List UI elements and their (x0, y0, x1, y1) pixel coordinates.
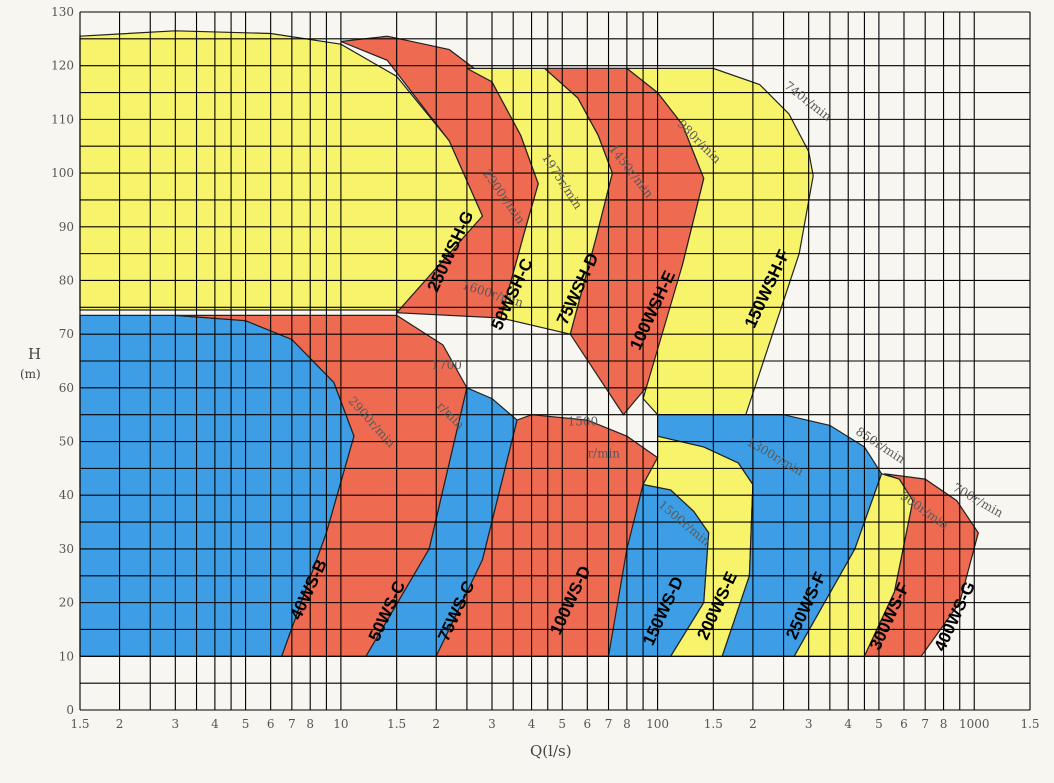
x-tick-label: 7 (921, 717, 929, 731)
x-tick-label: 5 (558, 717, 566, 731)
x-tick-label: 100 (646, 717, 669, 731)
y-axis-label: H (28, 345, 41, 363)
x-tick-label: 1.5 (704, 717, 723, 731)
y-tick-label: 120 (51, 59, 74, 73)
x-tick-label: 2 (432, 717, 440, 731)
pump-regions (79, 30, 979, 657)
x-tick-label: 10 (333, 717, 348, 731)
x-tick-label: 1.5 (387, 717, 406, 731)
rpm-annotation: 1700 (431, 358, 462, 372)
y-tick-label: 60 (59, 381, 74, 395)
x-tick-label: 3 (488, 717, 496, 731)
y-tick-label: 40 (59, 488, 74, 502)
y-tick-label: 80 (59, 273, 74, 287)
axis-ticks: 1.5 2 3 4 5 6 7 8 10 1.5 2 3 4 5 6 7 8 100 1.5 2 3 4 5 6 7 8 1000 1… (51, 5, 1039, 731)
chart-grid (79, 11, 1031, 711)
x-tick-label: 3 (805, 717, 813, 731)
x-tick-label: 5 (875, 717, 883, 731)
x-tick-label: 4 (844, 717, 852, 731)
y-axis-unit: (m) (20, 367, 41, 381)
y-tick-label: 130 (51, 5, 74, 19)
y-tick-label: 90 (59, 220, 74, 234)
x-tick-label: 2 (116, 717, 124, 731)
y-tick-label: 20 (59, 596, 74, 610)
x-tick-label: 7 (288, 717, 296, 731)
x-tick-label: 1.5 (70, 717, 89, 731)
x-tick-label: 1000 (959, 717, 990, 731)
x-tick-label: 6 (267, 717, 275, 731)
rpm-annotation: 1500 (568, 414, 599, 428)
x-tick-label: 8 (940, 717, 948, 731)
x-tick-label: 6 (900, 717, 908, 731)
x-tick-label: 2 (749, 717, 757, 731)
x-axis-label: Q(l/s) (530, 742, 572, 760)
y-tick-label: 110 (51, 112, 74, 126)
x-tick-label: 5 (242, 717, 250, 731)
x-tick-label: 8 (306, 717, 314, 731)
y-tick-label: 10 (59, 649, 74, 663)
x-tick-label: 8 (623, 717, 631, 731)
x-tick-label: 4 (211, 717, 219, 731)
y-tick-label: 100 (51, 166, 74, 180)
x-tick-label: 3 (172, 717, 180, 731)
y-tick-label: 30 (59, 542, 74, 556)
y-tick-label: 50 (59, 435, 74, 449)
x-tick-label: 1.5 (1020, 717, 1039, 731)
x-tick-label: 7 (605, 717, 613, 731)
y-tick-label: 70 (59, 327, 74, 341)
y-tick-label: 0 (66, 703, 74, 717)
x-tick-label: 6 (583, 717, 591, 731)
x-tick-label: 4 (528, 717, 536, 731)
rpm-annotation: r/min (587, 447, 620, 461)
